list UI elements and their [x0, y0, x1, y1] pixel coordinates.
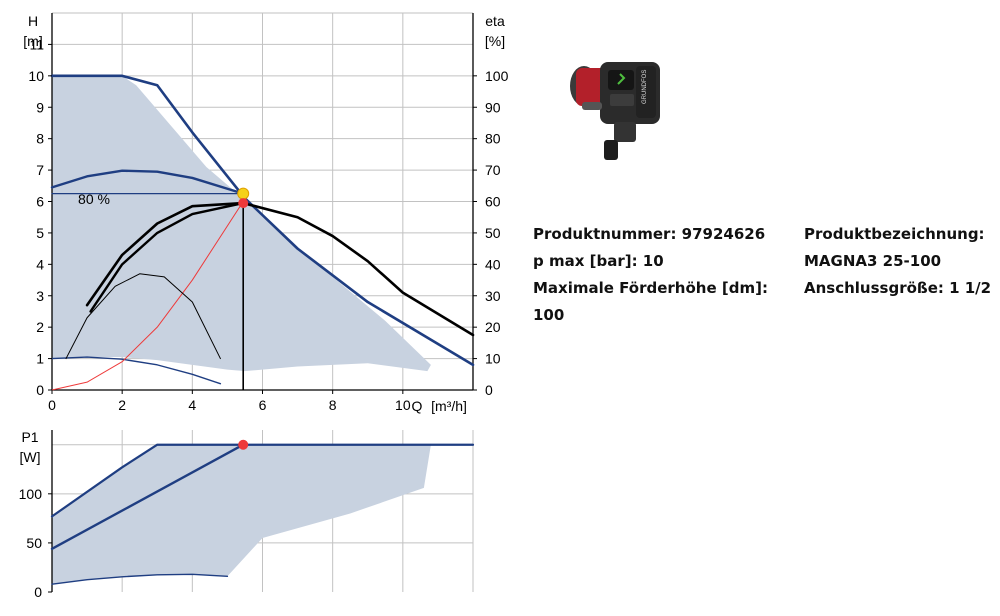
y-tick-label: 7 [36, 162, 44, 178]
max-head-value: 100 [533, 306, 565, 324]
y2-tick-label: 60 [485, 194, 501, 210]
head-flow-chart: 0 1 2 3 4 5 6 7 8 9 10 11 0 10 20 30 40 50 60 70 80 90 100 0 2 4 6… [23, 12, 509, 414]
connection-size: Anschlussgröße: 1 1/2 [804, 279, 992, 297]
x-axis-unit: [m³/h] [431, 398, 467, 414]
max-pressure: p max [bar]: 10 [533, 252, 664, 270]
series-min-power [51, 573, 229, 585]
y-tick-label: 9 [36, 99, 44, 115]
best-efficiency-point [237, 187, 250, 200]
product-info-right: Produktbezeichnung: MAGNA3 25-100 Anschl… [804, 221, 991, 302]
y-axis-label: P1 [21, 429, 38, 445]
series-efficiency-2 [89, 201, 245, 313]
x-tick-label: 8 [329, 397, 337, 413]
series-proportional-pressure [50, 169, 245, 195]
y-tick-label: 100 [19, 486, 43, 502]
product-number: Produktnummer: 97924626 [533, 225, 766, 243]
y2-tick-label: 50 [485, 225, 501, 241]
y2-tick-label: 10 [485, 351, 501, 367]
duty-point [238, 439, 249, 450]
y-axis-label: H [28, 13, 38, 29]
y-tick-label: 10 [28, 68, 44, 84]
y2-axis-unit: [%] [485, 33, 505, 49]
x-axis-label: Q [412, 398, 423, 414]
y-axis-unit: [W] [20, 449, 41, 465]
y2-tick-label: 40 [485, 256, 501, 272]
y2-tick-label: 70 [485, 162, 501, 178]
y-tick-label: 5 [36, 225, 44, 241]
circulator-pump-image: GRUNDFOS [562, 44, 672, 164]
y-tick-label: 2 [36, 319, 44, 335]
duty-point [238, 198, 249, 209]
y-tick-label: 8 [36, 131, 44, 147]
y-tick-label: 3 [36, 288, 44, 304]
y2-tick-label: 100 [485, 68, 509, 84]
y2-tick-label: 80 [485, 131, 501, 147]
x-tick-label: 0 [48, 397, 56, 413]
series-efficiency-part [65, 273, 221, 360]
series-max-curve [50, 74, 475, 367]
x-tick-label: 2 [118, 397, 126, 413]
series-max-power [50, 443, 475, 518]
x-tick-label: 4 [188, 397, 196, 413]
y2-axis-label: eta [485, 13, 505, 29]
x-tick-label: 10 [395, 397, 411, 413]
y-tick-label: 11 [29, 36, 44, 52]
y-tick-label: 0 [36, 382, 44, 398]
y2-tick-label: 0 [485, 382, 493, 398]
pump-brand-logo: GRUNDFOS [642, 70, 648, 104]
series-min-curve [51, 356, 222, 385]
product-name-label: Produktbezeichnung: [804, 225, 985, 243]
series-power-curve [50, 443, 245, 550]
product-info-left: Produktnummer: 97924626 p max [bar]: 10 … [533, 221, 768, 329]
max-head-label: Maximale Förderhöhe [dm]: [533, 279, 768, 297]
y-tick-label: 0 [34, 584, 42, 600]
x-tick-label: 6 [259, 397, 267, 413]
y-tick-label: 6 [36, 194, 44, 210]
efficiency-annotation: 80 % [78, 191, 110, 207]
series-efficiency [85, 201, 475, 337]
series-system-curve [51, 201, 244, 391]
y2-tick-label: 20 [485, 319, 501, 335]
operating-area [52, 75, 431, 372]
operating-area [52, 444, 431, 585]
y-tick-label: 50 [26, 535, 42, 551]
y2-tick-label: 30 [485, 288, 501, 304]
y2-tick-label: 90 [485, 99, 501, 115]
product-name-value: MAGNA3 25-100 [804, 252, 942, 270]
y-axis-unit: [m] [23, 33, 42, 49]
power-flow-chart: 0 50 100 P1 [W] [19, 429, 475, 600]
y-tick-label: 4 [36, 256, 44, 272]
y-tick-label: 1 [36, 351, 44, 367]
